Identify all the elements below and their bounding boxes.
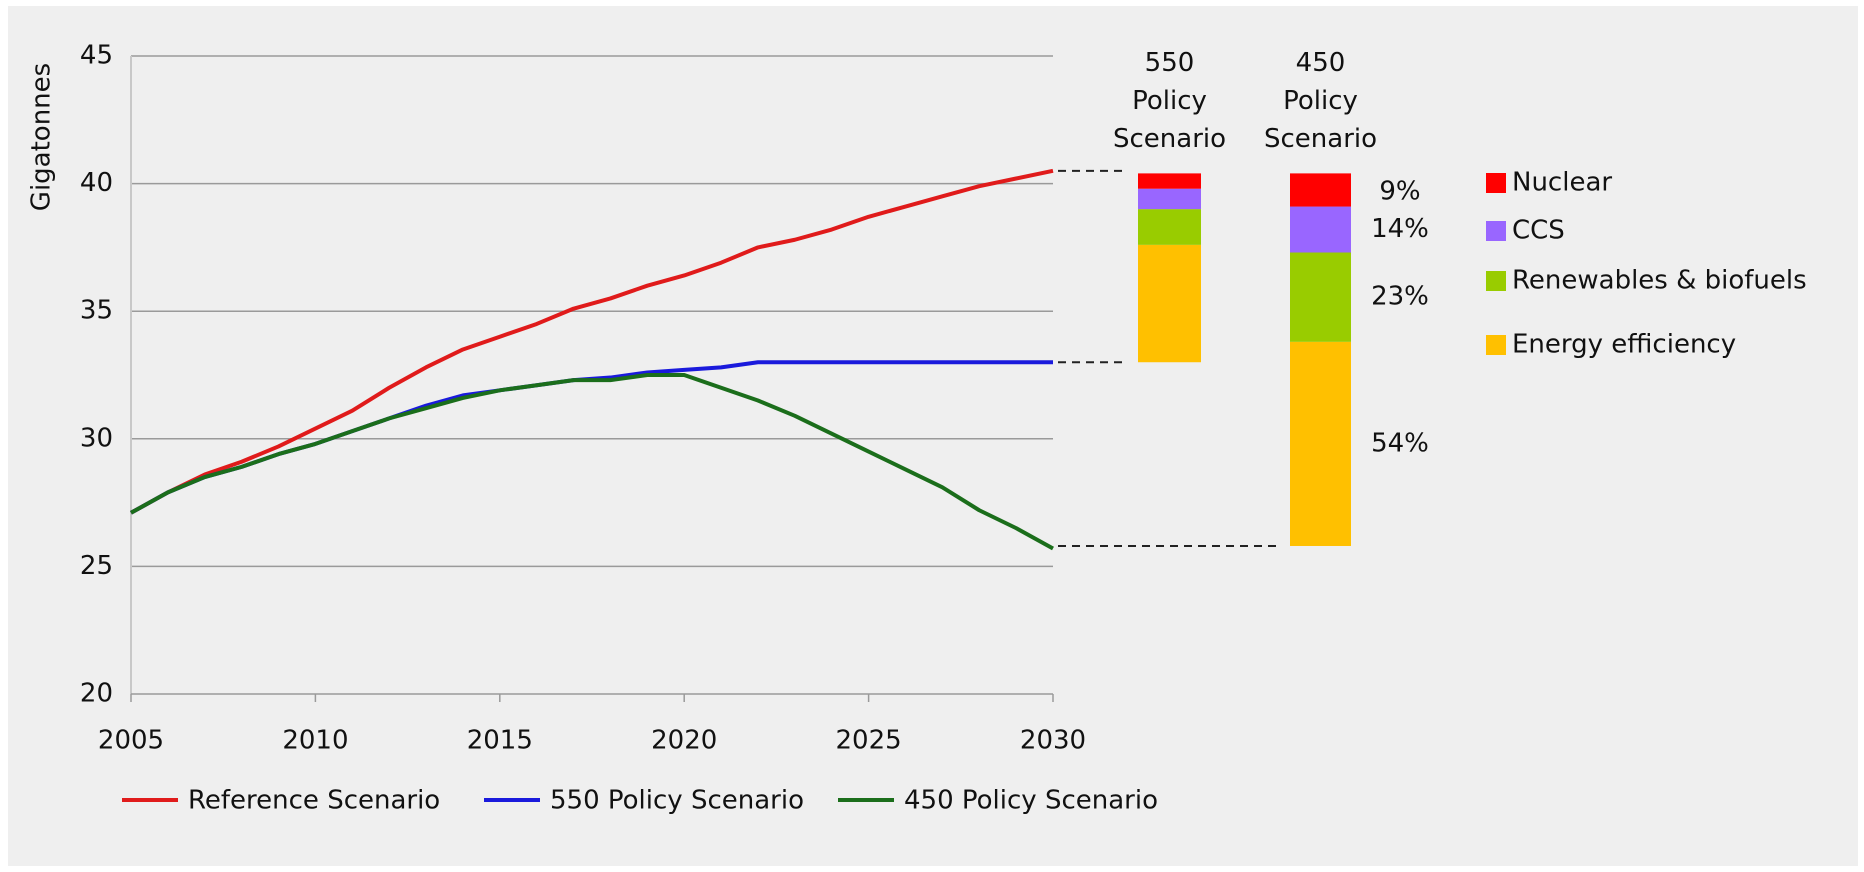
x-tick-label: 2025 (836, 726, 902, 756)
bar-segment (1138, 209, 1201, 245)
y-tick-label: 20 (80, 679, 113, 709)
legend-label: CCS (1512, 216, 1565, 246)
x-tick-label: 2010 (282, 726, 348, 756)
bar-segment (1138, 244, 1201, 363)
legend-label: 450 Policy Scenario (904, 786, 1158, 816)
share-label: 23% (1371, 282, 1429, 312)
x-tick-label: 2020 (651, 726, 717, 756)
y-tick-label: 35 (80, 296, 113, 326)
bar-segment (1290, 173, 1351, 207)
category-label: 450 Policy Scenario (1263, 48, 1378, 154)
legend-label: 550 Policy Scenario (550, 786, 804, 816)
legend-label: Nuclear (1512, 168, 1612, 198)
legend-label: Renewables & biofuels (1512, 266, 1807, 296)
bar-segment (1290, 206, 1351, 253)
x-tick-label: 2005 (98, 726, 164, 756)
y-tick-label: 40 (80, 168, 113, 198)
bar-segment (1290, 252, 1351, 342)
x-tick-label: 2030 (1020, 726, 1086, 756)
background (8, 6, 1858, 866)
legend-label: Reference Scenario (188, 786, 440, 816)
share-label: 9% (1379, 176, 1420, 206)
category-label: 550 Policy Scenario (1112, 48, 1227, 154)
y-tick-label: 45 (80, 41, 113, 71)
bar-segment (1290, 341, 1351, 546)
x-tick-label: 2015 (467, 726, 533, 756)
y-tick-label: 30 (80, 423, 113, 453)
bar-segment (1138, 188, 1201, 210)
bar-segment (1138, 173, 1201, 189)
share-label: 14% (1371, 214, 1429, 244)
legend-label: Energy efficiency (1512, 330, 1736, 360)
y-axis-label: Gigatonnes (27, 63, 57, 211)
legend-swatch (1486, 271, 1506, 291)
legend-swatch (1486, 173, 1506, 193)
legend-swatch (1486, 221, 1506, 241)
line (130, 168, 1054, 515)
share-label: 54% (1371, 428, 1429, 458)
legend-swatch (1486, 335, 1506, 355)
y-tick-label: 25 (80, 551, 113, 581)
line (130, 373, 1054, 551)
